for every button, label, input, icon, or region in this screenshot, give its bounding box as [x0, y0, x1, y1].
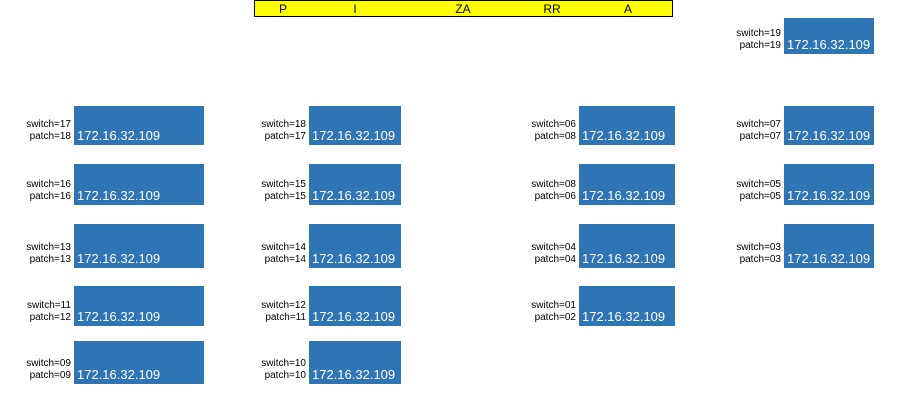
- network-node[interactable]: switch=04 patch=04 172.16.32.109: [531, 224, 675, 268]
- node-box: [74, 341, 204, 384]
- patch-label: patch=19: [739, 40, 781, 51]
- banner-letter-i: I: [353, 2, 357, 16]
- network-node[interactable]: switch=10 patch=10 172.16.32.109: [261, 341, 401, 384]
- switch-label: switch=19: [736, 28, 781, 39]
- patch-label: patch=09: [29, 370, 71, 381]
- network-node[interactable]: switch=06 patch=08 172.16.32.109: [531, 106, 675, 145]
- ip-address: 172.16.32.109: [787, 128, 871, 143]
- patch-label: patch=18: [29, 131, 71, 142]
- switch-label: switch=03: [736, 242, 781, 253]
- network-node[interactable]: switch=07 patch=07 172.16.32.109: [736, 106, 874, 145]
- patch-label: patch=06: [534, 191, 576, 202]
- node-box: [74, 286, 204, 326]
- switch-label: switch=11: [26, 300, 71, 311]
- network-node[interactable]: switch=03 patch=03 172.16.32.109: [736, 224, 874, 268]
- node-box: [309, 341, 401, 384]
- node-box: [309, 224, 401, 268]
- ip-address: 172.16.32.109: [582, 188, 666, 203]
- node-box: [784, 106, 874, 145]
- network-node[interactable]: switch=15 patch=15 172.16.32.109: [261, 164, 401, 205]
- patch-label: patch=15: [264, 191, 306, 202]
- switch-label: switch=12: [261, 300, 306, 311]
- network-node[interactable]: switch=18 patch=17 172.16.32.109: [261, 106, 401, 145]
- ip-address: 172.16.32.109: [77, 188, 161, 203]
- switch-label: switch=07: [736, 119, 781, 130]
- switch-label: switch=18: [261, 119, 306, 130]
- ip-address: 172.16.32.109: [582, 309, 666, 324]
- node-box: [309, 286, 401, 326]
- ip-address: 172.16.32.109: [582, 251, 666, 266]
- switch-label: switch=16: [26, 179, 71, 190]
- ip-address: 172.16.32.109: [312, 128, 396, 143]
- switch-label: switch=10: [261, 358, 306, 369]
- patch-label: patch=16: [29, 191, 71, 202]
- patch-label: patch=08: [534, 131, 576, 142]
- patch-label: patch=13: [29, 254, 71, 265]
- network-node[interactable]: switch=19 patch=19 172.16.32.109: [736, 18, 874, 54]
- banner-letter-a: A: [623, 2, 633, 16]
- ip-address: 172.16.32.109: [312, 367, 396, 382]
- ip-address: 172.16.32.109: [787, 37, 871, 52]
- ip-address: 172.16.32.109: [77, 309, 161, 324]
- banner-letter-p: P: [278, 2, 288, 16]
- network-node[interactable]: switch=13 patch=13 172.16.32.109: [26, 224, 204, 268]
- ip-address: 172.16.32.109: [312, 188, 396, 203]
- node-box: [579, 106, 675, 145]
- node-box: [784, 224, 874, 268]
- node-box: [74, 164, 204, 205]
- node-box: [309, 106, 401, 145]
- patch-label: patch=12: [29, 312, 71, 323]
- network-node[interactable]: switch=16 patch=16 172.16.32.109: [26, 164, 204, 205]
- patch-label: patch=17: [264, 131, 306, 142]
- ip-address: 172.16.32.109: [77, 128, 161, 143]
- patch-label: patch=14: [264, 254, 306, 265]
- patch-label: patch=07: [739, 131, 781, 142]
- ip-address: 172.16.32.109: [312, 251, 396, 266]
- patch-label: patch=03: [739, 254, 781, 265]
- patch-label: patch=02: [534, 312, 576, 323]
- switch-label: switch=04: [531, 242, 576, 253]
- ip-address: 172.16.32.109: [312, 309, 396, 324]
- banner-letter-za: ZA: [455, 2, 471, 16]
- switch-label: switch=05: [736, 179, 781, 190]
- network-node[interactable]: switch=01 patch=02 172.16.32.109: [531, 286, 675, 326]
- patch-label: patch=11: [265, 312, 306, 323]
- switch-label: switch=17: [26, 119, 71, 130]
- switch-label: switch=09: [26, 358, 71, 369]
- ip-address: 172.16.32.109: [582, 128, 666, 143]
- switch-label: switch=01: [531, 300, 576, 311]
- switch-label: switch=15: [261, 179, 306, 190]
- switch-label: switch=06: [531, 119, 576, 130]
- ip-address: 172.16.32.109: [787, 251, 871, 266]
- network-node[interactable]: switch=17 patch=18 172.16.32.109: [26, 106, 204, 145]
- node-box: [74, 106, 204, 145]
- patch-label: patch=10: [264, 370, 306, 381]
- switch-label: switch=08: [531, 179, 576, 190]
- network-node[interactable]: switch=14 patch=14 172.16.32.109: [261, 224, 401, 268]
- network-node[interactable]: switch=09 patch=09 172.16.32.109: [26, 341, 204, 384]
- node-box: [784, 18, 874, 54]
- switch-label: switch=14: [261, 242, 306, 253]
- node-box: [784, 164, 874, 205]
- node-box: [579, 224, 675, 268]
- network-node[interactable]: switch=08 patch=06 172.16.32.109: [531, 164, 675, 205]
- node-box: [74, 224, 204, 268]
- network-node[interactable]: switch=12 patch=11 172.16.32.109: [261, 286, 401, 326]
- network-node[interactable]: switch=11 patch=12 172.16.32.109: [27, 286, 204, 326]
- network-node[interactable]: switch=05 patch=05 172.16.32.109: [736, 164, 874, 205]
- node-box: [579, 164, 675, 205]
- node-box: [579, 286, 675, 326]
- ip-address: 172.16.32.109: [77, 251, 161, 266]
- patch-label: patch=04: [534, 254, 576, 265]
- node-box: [309, 164, 401, 205]
- title-banner: P I ZA RR A: [254, 0, 673, 17]
- banner-letter-rr: RR: [543, 2, 561, 16]
- ip-address: 172.16.32.109: [787, 188, 871, 203]
- patch-label: patch=05: [739, 191, 781, 202]
- ip-address: 172.16.32.109: [77, 367, 161, 382]
- switch-label: switch=13: [26, 242, 71, 253]
